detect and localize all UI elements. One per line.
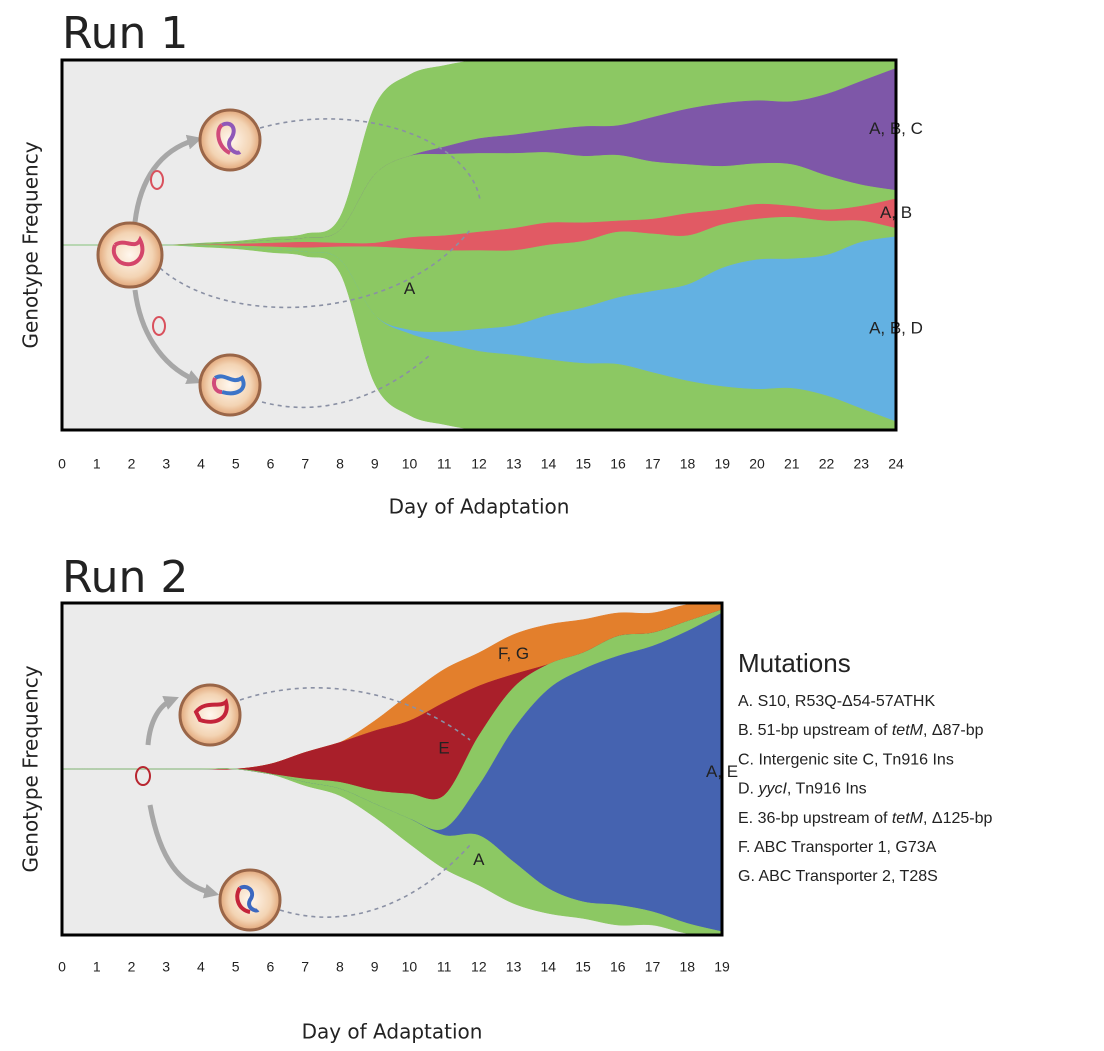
x-tick-label: 10	[402, 456, 418, 472]
chart-title: Run 1	[62, 8, 188, 59]
x-tick-label: 9	[371, 456, 379, 472]
legend-item: G. ABC Transporter 2, T28S	[738, 868, 938, 885]
x-tick-label: 3	[162, 456, 170, 472]
legend-item: B. 51-bp upstream of tetM, Δ87-bp	[738, 722, 984, 739]
legend-item: C. Intergenic site C, Tn916 Ins	[738, 752, 954, 769]
x-tick-label: 0	[58, 456, 66, 472]
legend-item: D. yycI, Tn916 Ins	[738, 781, 867, 798]
x-tick-label: 16	[610, 456, 626, 472]
x-tick-label: 17	[645, 959, 661, 975]
x-tick-label: 2	[128, 959, 136, 975]
x-tick-label: 8	[336, 456, 344, 472]
x-tick-label: 10	[402, 959, 418, 975]
x-tick-label: 18	[680, 456, 696, 472]
series-label: F, G	[498, 644, 529, 663]
legend-text: C. Intergenic site C, Tn916 Ins	[738, 752, 954, 769]
x-tick-label: 20	[749, 456, 765, 472]
x-tick-label: 14	[541, 456, 557, 472]
x-tick-label: 15	[575, 959, 591, 975]
x-tick-label: 23	[853, 456, 869, 472]
legend-text: E. 36-bp upstream of	[738, 810, 892, 827]
x-tick-label: 7	[301, 959, 309, 975]
x-tick-label: 6	[267, 959, 275, 975]
y-axis-label: Genotype Frequency	[19, 665, 43, 872]
x-tick-label: 13	[506, 959, 522, 975]
legend-text: A. S10, R53Q-Δ54-57ATHK	[738, 693, 935, 710]
x-tick-label: 2	[128, 456, 136, 472]
x-tick-label: 4	[197, 456, 205, 472]
y-axis-label: Genotype Frequency	[19, 141, 43, 348]
x-tick-label: 5	[232, 959, 240, 975]
legend-text: , Δ125-bp	[923, 810, 993, 827]
x-tick-label: 4	[197, 959, 205, 975]
x-tick-label: 0	[58, 959, 66, 975]
legend-text: F. ABC Transporter 1, G73A	[738, 839, 937, 856]
x-tick-label: 9	[371, 959, 379, 975]
series-label: E	[438, 739, 449, 758]
x-tick-label: 15	[575, 456, 591, 472]
legend-item: E. 36-bp upstream of tetM, Δ125-bp	[738, 810, 992, 827]
x-tick-label: 3	[162, 959, 170, 975]
x-tick-label: 22	[819, 456, 835, 472]
chart-title: Run 2	[62, 552, 188, 603]
series-label: A	[404, 279, 416, 298]
legend-title: Mutations	[738, 648, 851, 678]
x-tick-label: 14	[541, 959, 557, 975]
x-tick-label: 1	[93, 456, 101, 472]
legend-item: F. ABC Transporter 1, G73A	[738, 839, 937, 856]
x-tick-label: 17	[645, 456, 661, 472]
x-tick-label: 18	[679, 959, 695, 975]
legend-text: tetM	[892, 810, 924, 827]
figure: Run 1 Day of Adaptation Genotype Frequency…	[0, 0, 1104, 1051]
legend-text: yycI	[757, 781, 787, 798]
x-tick-label: 7	[301, 456, 309, 472]
x-tick-label: 1	[93, 959, 101, 975]
series-label: A	[473, 850, 485, 869]
x-tick-label: 24	[888, 456, 904, 472]
legend-text: B. 51-bp upstream of	[738, 722, 892, 739]
x-tick-label: 12	[471, 456, 487, 472]
legend-text: G. ABC Transporter 2, T28S	[738, 868, 938, 885]
legend-text: , Δ87-bp	[923, 722, 984, 739]
x-tick-label: 5	[232, 456, 240, 472]
x-tick-label: 11	[437, 959, 452, 975]
legend-text: tetM	[892, 722, 924, 739]
x-tick-label: 12	[471, 959, 487, 975]
x-tick-label: 13	[506, 456, 522, 472]
x-tick-label: 19	[714, 959, 730, 975]
legend-text: , Tn916 Ins	[787, 781, 867, 798]
legend-text: D.	[738, 781, 758, 798]
x-tick-label: 8	[336, 959, 344, 975]
x-tick-label: 6	[267, 456, 275, 472]
x-axis-label: Day of Adaptation	[302, 1020, 483, 1044]
x-axis-label: Day of Adaptation	[389, 495, 570, 519]
x-tick-label: 21	[784, 456, 800, 472]
x-tick-label: 19	[714, 456, 730, 472]
x-tick-label: 11	[437, 456, 452, 472]
legend-item: A. S10, R53Q-Δ54-57ATHK	[738, 693, 935, 710]
x-tick-label: 16	[610, 959, 626, 975]
